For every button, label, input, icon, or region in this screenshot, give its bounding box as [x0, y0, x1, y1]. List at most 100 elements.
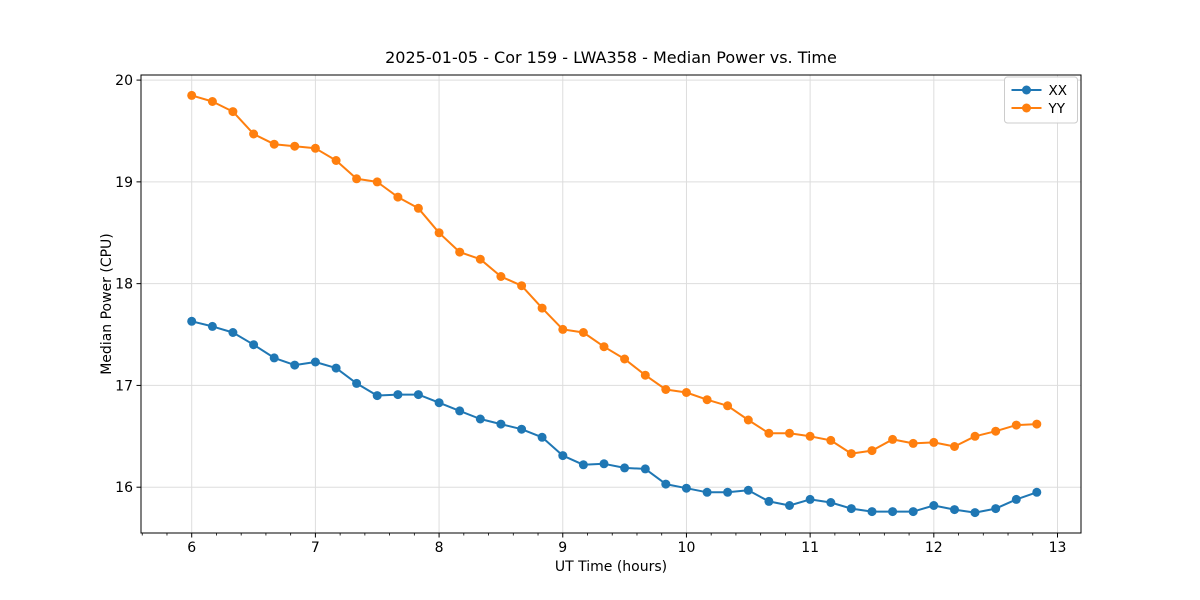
x-axis-label: UT Time (hours)	[554, 559, 668, 575]
x-tick-label: 9	[558, 540, 567, 556]
x-tick-label: 10	[678, 540, 696, 556]
data-point-XX	[269, 353, 279, 363]
data-point-YY	[723, 401, 733, 411]
data-point-XX	[187, 316, 197, 326]
data-point-XX	[908, 507, 918, 517]
data-point-XX	[331, 363, 341, 373]
data-point-YY	[434, 228, 444, 238]
data-point-XX	[888, 507, 898, 517]
data-point-XX	[207, 321, 217, 331]
data-point-YY	[888, 434, 898, 444]
data-point-YY	[310, 143, 320, 153]
legend: XX YY	[1004, 76, 1078, 124]
data-point-YY	[249, 129, 259, 139]
data-point-YY	[991, 426, 1001, 436]
data-point-XX	[413, 390, 423, 400]
legend-label: XX	[1049, 83, 1068, 99]
data-point-YY	[207, 97, 217, 106]
data-point-XX	[537, 432, 547, 442]
x-tick-label: 11	[801, 540, 819, 556]
x-tick-label: 7	[311, 540, 320, 556]
data-point-YY	[393, 192, 403, 202]
data-point-YY	[867, 446, 877, 456]
data-point-XX	[1011, 494, 1021, 504]
data-point-XX	[599, 459, 609, 469]
data-point-XX	[558, 451, 568, 461]
data-point-XX	[805, 494, 815, 504]
series-XX	[187, 316, 1042, 518]
data-point-YY	[846, 449, 856, 459]
data-point-XX	[702, 487, 712, 497]
data-point-XX	[785, 501, 794, 510]
axis-ticks	[136, 79, 1058, 538]
data-point-XX	[970, 508, 980, 518]
data-point-XX	[496, 419, 506, 429]
data-point-XX	[517, 424, 527, 434]
y-tick-label: 19	[115, 175, 133, 191]
data-point-XX	[661, 479, 671, 489]
data-point-XX	[249, 340, 259, 350]
data-point-XX	[950, 505, 959, 515]
data-point-XX	[681, 483, 691, 493]
data-point-YY	[517, 281, 527, 291]
x-tick-label: 8	[435, 540, 444, 556]
data-point-YY	[929, 437, 939, 447]
data-point-YY	[269, 139, 279, 149]
data-point-YY	[826, 435, 836, 445]
data-point-XX	[475, 414, 485, 424]
x-tick-label: 12	[925, 540, 943, 556]
y-tick-label: 18	[115, 277, 133, 293]
plot-border	[140, 74, 1082, 534]
legend-marker	[1022, 85, 1031, 95]
data-point-XX	[723, 487, 733, 497]
data-point-YY	[1032, 419, 1042, 429]
data-point-YY	[578, 328, 588, 337]
data-point-XX	[578, 460, 588, 470]
data-point-XX	[290, 360, 300, 370]
y-tick-label: 20	[115, 73, 133, 89]
data-point-YY	[640, 370, 650, 380]
data-point-YY	[764, 428, 774, 438]
data-point-YY	[352, 174, 362, 184]
data-point-YY	[805, 431, 815, 441]
series-line-XX	[190, 320, 1038, 514]
data-point-YY	[908, 438, 918, 448]
data-point-YY	[228, 107, 238, 117]
y-tick-label: 16	[115, 480, 133, 496]
y-axis-label: Median Power (CPU)	[99, 233, 115, 375]
data-point-YY	[702, 395, 712, 405]
data-point-YY	[331, 156, 341, 165]
data-point-XX	[393, 390, 403, 400]
series-YY	[187, 90, 1042, 459]
data-point-YY	[187, 90, 197, 100]
data-point-XX	[743, 485, 753, 495]
x-tick-label: 13	[1049, 540, 1067, 556]
data-point-XX	[640, 464, 650, 474]
data-point-YY	[599, 342, 609, 352]
legend-label: YY	[1048, 101, 1066, 117]
data-point-XX	[455, 406, 465, 416]
data-point-XX	[991, 504, 1001, 514]
data-point-XX	[1032, 487, 1042, 497]
legend-marker	[1022, 103, 1031, 113]
data-point-YY	[290, 141, 300, 151]
x-tick-label: 6	[187, 540, 196, 556]
chart-title: 2025-01-05 - Cor 159 - LWA358 - Median P…	[385, 48, 837, 67]
y-tick-label: 17	[115, 378, 133, 394]
data-point-XX	[867, 507, 877, 517]
data-point-YY	[785, 428, 794, 438]
data-point-XX	[352, 378, 362, 388]
data-point-YY	[413, 203, 423, 213]
data-point-XX	[372, 391, 382, 401]
data-point-YY	[620, 354, 630, 364]
data-point-XX	[228, 328, 238, 337]
data-point-XX	[620, 463, 630, 473]
data-point-YY	[558, 324, 568, 334]
data-point-YY	[970, 431, 980, 441]
data-point-XX	[764, 496, 774, 506]
data-point-YY	[661, 385, 671, 394]
gridlines	[141, 75, 1081, 533]
data-point-YY	[372, 177, 382, 187]
